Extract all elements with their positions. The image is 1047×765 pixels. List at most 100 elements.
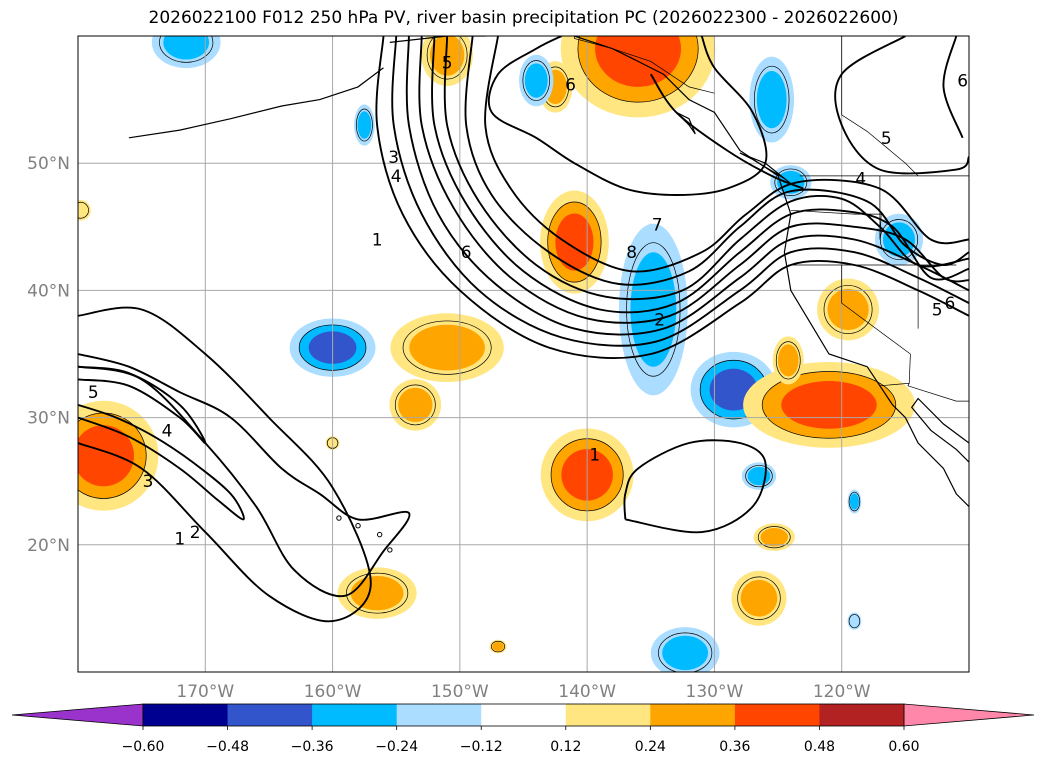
colorbar-tick-label: 0.12 bbox=[550, 739, 581, 755]
colorbar: −0.60 −0.48 −0.36 −0.24 −0.12 0.12 0.24 0.36 0.4… bbox=[11, 703, 1035, 755]
pv-contour-label: 8 bbox=[626, 243, 637, 263]
longitude-label: 120°W bbox=[813, 682, 871, 702]
pv-contour-label: 4 bbox=[391, 167, 402, 187]
precip-anomaly-band bbox=[740, 579, 778, 617]
precip-anomaly-band bbox=[78, 199, 91, 221]
pv-contour-label: 5 bbox=[88, 383, 99, 403]
colorbar-tick-label: 0.60 bbox=[888, 739, 919, 755]
pv-contour-label: 6 bbox=[461, 243, 472, 263]
precip-anomaly-blob bbox=[770, 165, 812, 200]
longitude-labels: 170°W 160°W 150°W 140°W 130°W 120°W bbox=[176, 682, 870, 702]
pv-contour-line bbox=[375, 36, 969, 359]
longitude-label: 150°W bbox=[431, 682, 489, 702]
pv-contour-line bbox=[942, 36, 964, 139]
precip-anomaly-outline bbox=[491, 640, 506, 653]
precip-anomaly-outline bbox=[774, 168, 808, 196]
colorbar-tick-label: −0.36 bbox=[291, 739, 334, 755]
oahu bbox=[355, 523, 361, 529]
latitude-label: 20°N bbox=[27, 536, 70, 556]
latitude-label: 30°N bbox=[27, 409, 70, 429]
aleutian-chain bbox=[128, 67, 384, 139]
pv-contour-line bbox=[78, 403, 245, 521]
hawaii-big-island bbox=[387, 547, 393, 553]
latitude-label: 40°N bbox=[27, 281, 70, 301]
longitude-label: 160°W bbox=[304, 682, 362, 702]
precip-anomaly-blob bbox=[817, 278, 880, 341]
colorbar-tick-label: 0.36 bbox=[719, 739, 750, 755]
precip-anomaly-blob bbox=[743, 361, 915, 448]
precip-anomaly-band bbox=[595, 36, 682, 87]
colorbar-tick-label: 0.24 bbox=[635, 739, 666, 755]
precip-anomaly-band bbox=[760, 528, 788, 547]
precip-anomaly-outline bbox=[745, 465, 773, 488]
precip-anomaly-blob bbox=[772, 336, 804, 385]
colorbar-bin bbox=[143, 704, 229, 726]
precip-anomaly-outline bbox=[848, 614, 861, 629]
precip-anomaly-outline bbox=[775, 341, 801, 380]
pv-contour-label: 1 bbox=[589, 445, 600, 465]
precip-anomaly-outline bbox=[626, 242, 681, 377]
pv-contour-label: 4 bbox=[162, 421, 173, 441]
precip-anomaly-outline bbox=[346, 572, 409, 614]
precip-anomaly-blob bbox=[749, 56, 795, 143]
us-mexico-border bbox=[879, 382, 969, 402]
colorbar-tick-label: 0.48 bbox=[804, 739, 835, 755]
colorbar-bin bbox=[650, 704, 736, 726]
precip-anomaly-blob bbox=[650, 627, 720, 672]
pv-contour-line bbox=[650, 73, 804, 190]
colorbar-over-extension bbox=[903, 703, 1035, 727]
precip-anomaly-blob bbox=[389, 379, 442, 431]
precip-anomaly-band bbox=[163, 36, 210, 60]
precip-anomaly-blob bbox=[847, 489, 862, 514]
pv-contour-line bbox=[78, 353, 411, 598]
latitude-label: 50°N bbox=[27, 154, 70, 174]
colorbar-tick-label: −0.48 bbox=[206, 739, 249, 755]
border-layer bbox=[574, 36, 969, 402]
precip-anomaly-band bbox=[524, 63, 548, 98]
colorbar-tick-label: −0.12 bbox=[460, 739, 503, 755]
precip-anomaly-outline bbox=[879, 219, 919, 260]
precip-anomaly-outline bbox=[753, 65, 790, 134]
precip-anomaly-band bbox=[849, 493, 860, 510]
precip-anomaly-outline bbox=[356, 108, 373, 142]
precip-anomaly-band bbox=[350, 575, 404, 611]
state-border-id bbox=[879, 175, 882, 240]
state-border-wa-or bbox=[790, 209, 882, 215]
pv-contour-label: 2 bbox=[654, 311, 665, 331]
pv-contour-label: 1 bbox=[174, 529, 185, 549]
precip-anomaly-outline bbox=[547, 201, 602, 283]
pv-contour-line bbox=[431, 36, 969, 314]
pv-contour-label: 3 bbox=[143, 472, 154, 492]
longitude-label: 140°W bbox=[558, 682, 616, 702]
pv-contour-line bbox=[484, 36, 969, 273]
precip-anomaly-outline bbox=[402, 320, 492, 375]
precip-anomaly-outline bbox=[522, 60, 550, 101]
precip-anomaly-blob bbox=[753, 523, 795, 551]
precip-anomaly-blob bbox=[540, 190, 609, 294]
precip-anomaly-blob bbox=[354, 104, 375, 146]
state-border-ca-nv bbox=[841, 265, 911, 355]
precip-anomaly-band bbox=[492, 641, 504, 652]
pv-contour-label: 2 bbox=[190, 523, 201, 543]
pv-contour-label: 6 bbox=[944, 294, 955, 314]
precip-anomaly-outline bbox=[394, 384, 436, 426]
precip-anomaly-outline bbox=[658, 632, 713, 672]
precip-anomaly-band bbox=[777, 344, 799, 377]
colorbar-tick-label: −0.60 bbox=[122, 739, 165, 755]
precip-anomaly-band bbox=[398, 387, 433, 423]
pv-contour-line bbox=[405, 36, 969, 336]
precip-anomaly-band bbox=[357, 111, 372, 139]
colorbar-frame bbox=[142, 703, 905, 727]
pv-contour-line bbox=[834, 36, 969, 175]
precip-anomaly-blob bbox=[78, 199, 91, 221]
precip-anomaly-blob bbox=[489, 639, 507, 654]
precip-anomaly-outline bbox=[737, 576, 781, 620]
alaska-canada-border bbox=[574, 36, 715, 94]
longitude-label: 130°W bbox=[686, 682, 744, 702]
colorbar-tick-label: −0.24 bbox=[375, 739, 418, 755]
colorbar-bin bbox=[819, 704, 905, 726]
pv-contour-line bbox=[78, 365, 207, 444]
vancouver-island bbox=[739, 152, 792, 185]
pv-contour-label: 7 bbox=[652, 215, 663, 235]
